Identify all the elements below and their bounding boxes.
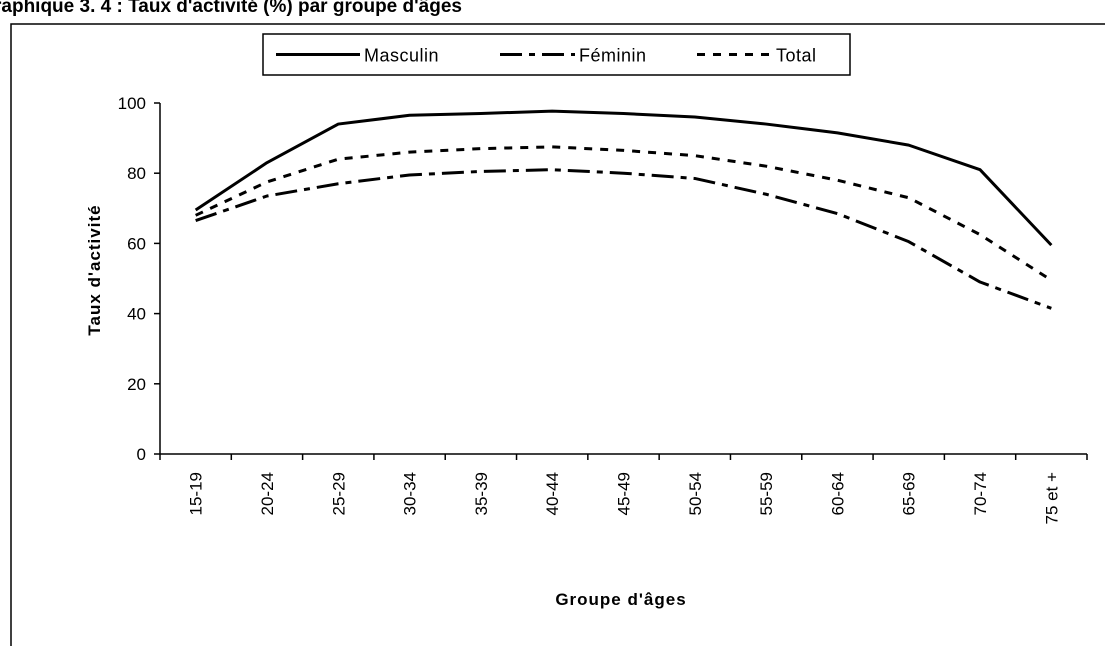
y-tick-label: 100 bbox=[118, 94, 146, 113]
y-tick-label: 20 bbox=[127, 375, 146, 394]
x-tick-label: 25-29 bbox=[329, 472, 348, 515]
series-line bbox=[194, 109, 1053, 247]
y-tick-label: 0 bbox=[137, 445, 146, 464]
x-tick-label: 75 et + bbox=[1042, 472, 1061, 525]
x-tick-label: 55-59 bbox=[757, 472, 776, 515]
chart-frame bbox=[10, 23, 1105, 646]
x-axis-title: Groupe d'âges bbox=[555, 590, 686, 609]
y-tick-label: 80 bbox=[127, 164, 146, 183]
x-tick-label: 20-24 bbox=[258, 472, 277, 515]
series-line bbox=[195, 168, 1052, 310]
x-tick-label: 15-19 bbox=[187, 472, 206, 515]
x-tick-label: 35-39 bbox=[472, 472, 491, 515]
x-tick-label: 40-44 bbox=[543, 472, 562, 515]
legend: Masculin Féminin Total bbox=[262, 33, 851, 76]
axes: 0 20 40 60 80 100 15-19 20-24 25-29 30-34 35-39 40-… bbox=[118, 94, 1088, 525]
y-tick-label: 40 bbox=[127, 305, 146, 324]
y-tick-label: 60 bbox=[127, 234, 146, 253]
series-2 bbox=[195, 168, 1052, 310]
series-3 bbox=[195, 145, 1053, 282]
legend-label: Féminin bbox=[579, 46, 647, 66]
x-tick-label: 50-54 bbox=[686, 472, 705, 515]
legend-label: Masculin bbox=[364, 46, 439, 66]
y-axis-title: Taux d'activité bbox=[85, 204, 104, 335]
legend-label: Total bbox=[776, 46, 817, 66]
series-1 bbox=[194, 109, 1053, 247]
page-title: raphique 3. 4 : Taux d'activité (%) par … bbox=[0, 0, 462, 17]
x-tick-label: 45-49 bbox=[615, 472, 634, 515]
x-tick-label: 60-64 bbox=[828, 472, 847, 515]
x-tick-label: 30-34 bbox=[401, 472, 420, 515]
x-tick-label: 70-74 bbox=[971, 472, 990, 515]
series-lines bbox=[194, 109, 1053, 310]
series-line bbox=[195, 145, 1053, 282]
x-tick-label: 65-69 bbox=[900, 472, 919, 515]
